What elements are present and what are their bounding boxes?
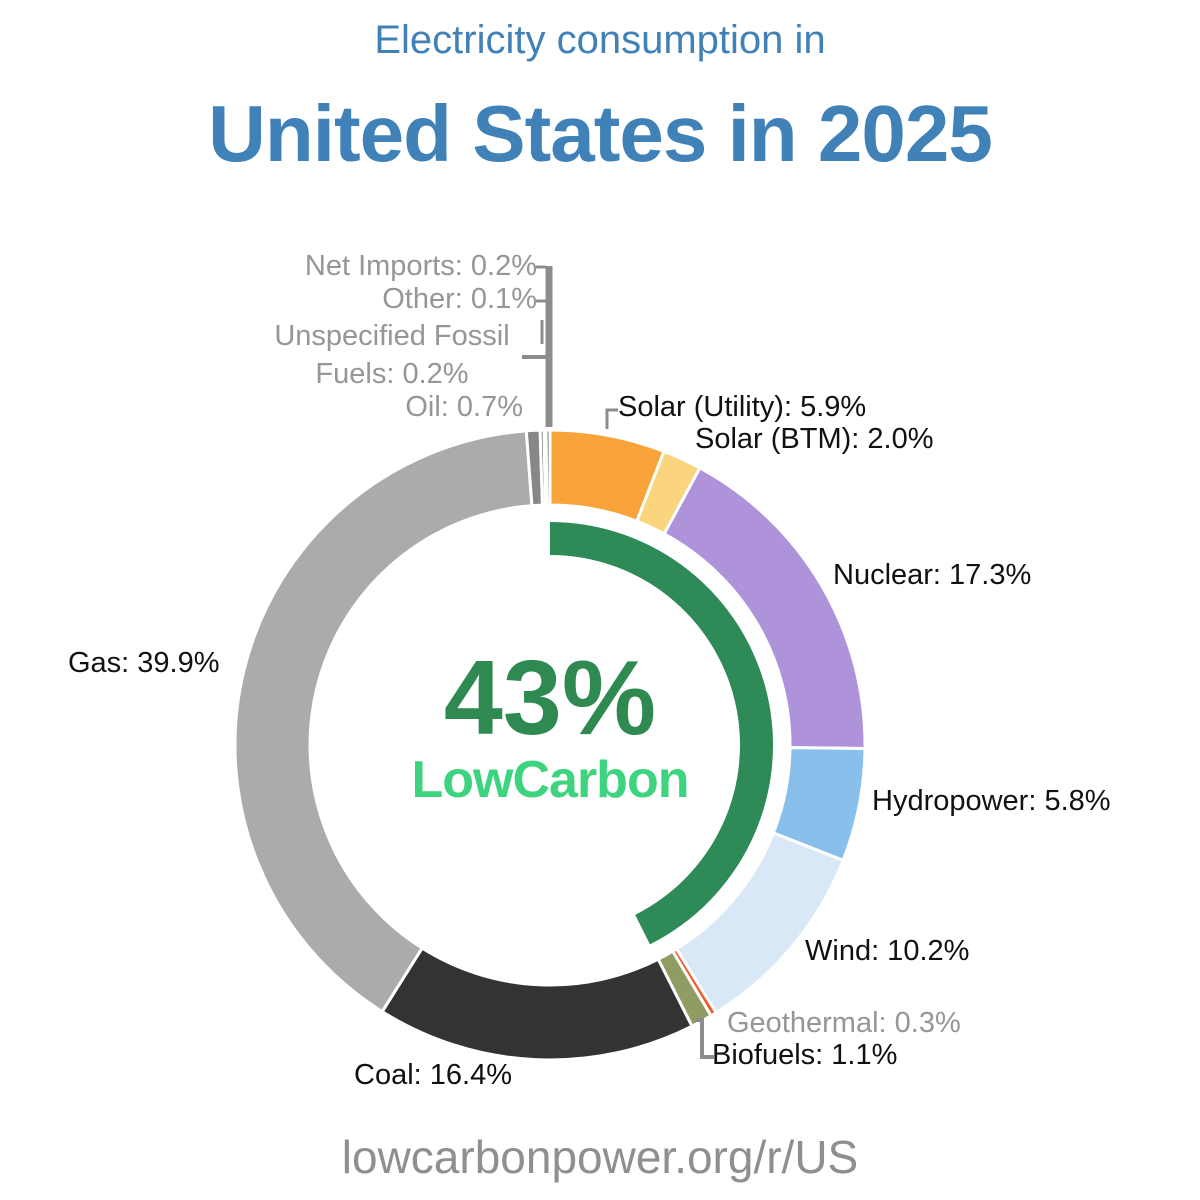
label-net-imports: Net Imports: 0.2% — [304, 250, 537, 282]
label-gas: Gas: 39.9% — [68, 647, 220, 679]
chart-title: United States in 2025 — [208, 89, 993, 178]
leader-solar-utility — [605, 408, 618, 429]
lowcarbon-word: LowCarbon — [411, 751, 690, 809]
leader-lines — [522, 265, 714, 1059]
label-solar-btm: Solar (BTM): 2.0% — [695, 423, 934, 455]
slice-net-imports — [544, 428, 552, 507]
donut-slices — [233, 428, 867, 1062]
lowcarbon-arc — [550, 522, 774, 945]
label-biofuels: Biofuels: 1.1% — [712, 1039, 898, 1071]
label-unspecified-fossil-fuels: Unspecified Fossil Fuels: 0.2% — [274, 320, 510, 390]
chart-subtitle: Electricity consumption in — [374, 18, 826, 62]
label-wind: Wind: 10.2% — [805, 935, 970, 967]
leader-biofuels — [696, 1018, 714, 1059]
label-other: Other: 0.1% — [382, 283, 537, 315]
label-nuclear: Nuclear: 17.3% — [833, 559, 1032, 591]
slice-gas — [233, 429, 534, 1014]
slice-coal — [380, 946, 695, 1062]
label-coal: Coal: 16.4% — [354, 1059, 512, 1091]
footer-url: lowcarbonpower.org/r/US — [341, 1131, 859, 1183]
label-solar-utility: Solar (Utility): 5.9% — [618, 391, 867, 423]
lowcarbon-percent: 43% — [443, 639, 657, 757]
label-hydropower: Hydropower: 5.8% — [872, 785, 1111, 817]
label-oil: Oil: 0.7% — [405, 391, 523, 423]
label-geothermal: Geothermal: 0.3% — [727, 1007, 961, 1039]
